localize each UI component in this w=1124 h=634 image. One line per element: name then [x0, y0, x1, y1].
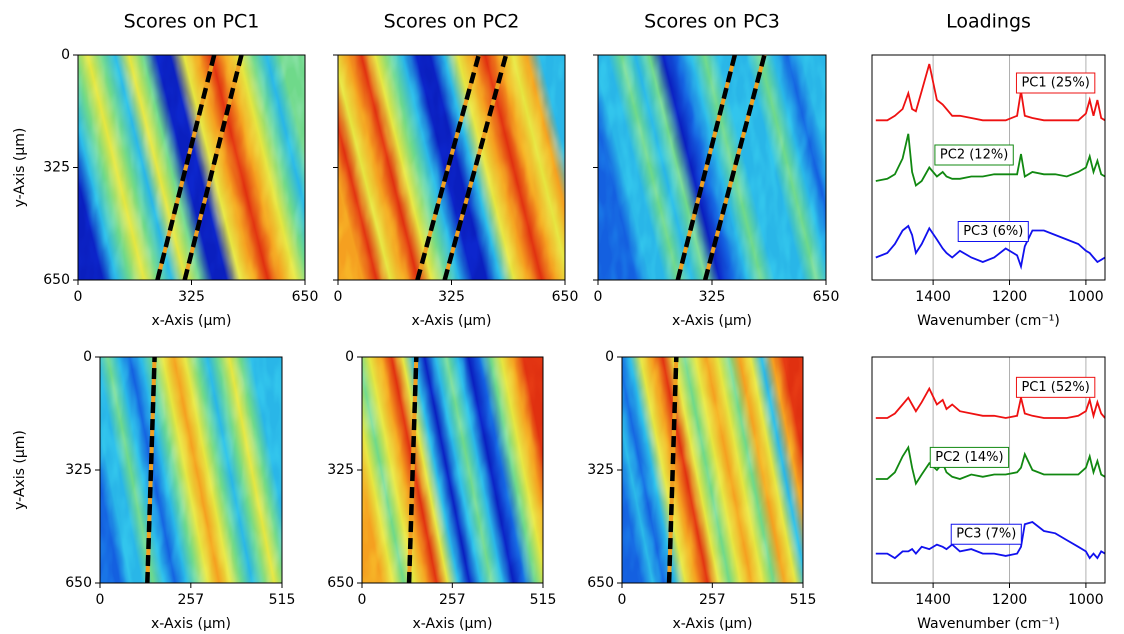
axes-frame [871, 54, 1106, 281]
y-tick-label: 650 [65, 575, 92, 591]
series-label-box [957, 221, 1029, 242]
x-axis-label: x-Axis (μm) [673, 616, 753, 632]
y-tick-label: 0 [83, 349, 92, 365]
y-tick-label: 325 [65, 462, 92, 478]
y-tick-label: 325 [43, 160, 70, 176]
series-label: PC3 (6%) [963, 224, 1023, 239]
series-label: PC2 (12%) [940, 148, 1008, 163]
heatmap-image [338, 55, 565, 280]
x-tick-label: 515 [269, 592, 296, 608]
heatmap-image [362, 357, 543, 583]
x-tick-label: 515 [790, 592, 817, 608]
boundary-dashed [145, 357, 157, 583]
axes-frame [871, 356, 1106, 584]
panel-title: Scores on PC2 [384, 11, 520, 33]
x-axis-label: x-Axis (μm) [151, 616, 231, 632]
x-tick-label: 325 [178, 289, 205, 305]
loading-line [875, 444, 1105, 486]
x-axis-label: Wavenumber (cm⁻¹) [917, 313, 1060, 329]
x-tick-label: 1400 [915, 592, 951, 608]
x-tick-label: 1200 [992, 289, 1028, 305]
boundary-dashed [155, 55, 217, 280]
y-axis-label: y-Axis (μm) [12, 430, 28, 510]
x-tick-label: 0 [618, 592, 627, 608]
x-tick-label: 257 [439, 592, 466, 608]
x-tick-label: 650 [292, 289, 319, 305]
y-tick-label: 0 [345, 349, 354, 365]
x-tick-label: 1000 [1068, 592, 1104, 608]
series-label-box [934, 144, 1014, 166]
x-axis-label: x-Axis (μm) [152, 313, 232, 329]
loading-line [875, 386, 1105, 420]
panel-title: Scores on PC1 [124, 11, 260, 33]
x-tick-label: 515 [530, 592, 557, 608]
boundary-dashed [182, 55, 244, 280]
spectra [875, 63, 1105, 270]
x-tick-label: 1200 [992, 592, 1028, 608]
x-tick-label: 0 [74, 289, 83, 305]
series-label-box [1015, 376, 1096, 398]
y-tick-label: 325 [327, 462, 354, 478]
series-label-box [950, 523, 1022, 545]
x-axis-label: x-Axis (μm) [412, 313, 492, 329]
boundary-dashed [442, 55, 509, 280]
boundary-dashed [406, 357, 419, 583]
heatmap-image [78, 55, 305, 280]
loading-line [875, 224, 1105, 270]
boundary-dashed [702, 55, 767, 280]
heatmap-image [598, 55, 826, 280]
x-tick-label: 1000 [1068, 289, 1104, 305]
x-axis-label: x-Axis (μm) [672, 313, 752, 329]
boundary-dashed [666, 357, 679, 583]
x-tick-label: 257 [177, 592, 204, 608]
spectra [875, 386, 1105, 560]
x-tick-label: 325 [699, 289, 726, 305]
heatmap-texture [622, 357, 803, 583]
series-label-box [929, 446, 1010, 468]
boundary-dashed [415, 55, 481, 280]
heatmap-texture [362, 357, 543, 583]
y-tick-label: 650 [327, 575, 354, 591]
loading-line [875, 133, 1105, 188]
heatmap-texture [598, 55, 826, 280]
y-tick-label: 325 [587, 462, 614, 478]
series-label: PC1 (52%) [1021, 380, 1089, 395]
x-tick-label: 650 [813, 289, 840, 305]
series-label-box [1015, 72, 1096, 94]
heatmap-texture [338, 55, 565, 280]
x-tick-label: 0 [96, 592, 105, 608]
x-tick-label: 0 [334, 289, 343, 305]
y-tick-label: 0 [61, 47, 70, 63]
heatmap-texture [100, 357, 282, 583]
heatmap-image [100, 357, 282, 583]
x-tick-label: 325 [438, 289, 465, 305]
heatmap-texture [78, 55, 305, 280]
x-tick-label: 257 [699, 592, 726, 608]
y-tick-label: 650 [587, 575, 614, 591]
loading-line [875, 521, 1105, 560]
y-tick-label: 0 [605, 349, 614, 365]
boundary-dashed [675, 55, 737, 280]
x-tick-label: 0 [594, 289, 603, 305]
x-axis-label: x-Axis (μm) [413, 616, 493, 632]
x-axis-label: Wavenumber (cm⁻¹) [917, 616, 1060, 632]
x-tick-label: 650 [552, 289, 579, 305]
panel-title: Loadings [946, 11, 1031, 33]
heatmap-image [622, 357, 803, 583]
y-tick-label: 650 [43, 272, 70, 288]
y-axis-label: y-Axis (μm) [12, 128, 28, 208]
x-tick-label: 0 [358, 592, 367, 608]
panel-title: Scores on PC3 [644, 11, 780, 33]
loading-line [875, 63, 1105, 122]
series-label: PC3 (7%) [956, 527, 1016, 542]
series-label: PC2 (14%) [935, 450, 1003, 465]
x-tick-label: 1400 [915, 289, 951, 305]
series-label: PC1 (25%) [1021, 76, 1089, 91]
